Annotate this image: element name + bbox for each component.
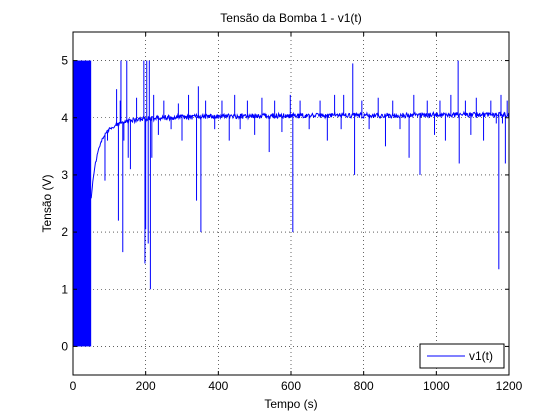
y-tick-label: 0: [61, 339, 68, 353]
chart-title: Tensão da Bomba 1 - v1(t): [220, 11, 361, 25]
legend: v1(t): [419, 343, 505, 369]
y-tick-label: 4: [61, 111, 68, 125]
y-tick-label: 2: [61, 225, 68, 239]
x-tick-label: 200: [136, 379, 156, 393]
saturated-band: [73, 60, 92, 347]
y-tick-label: 5: [61, 54, 68, 68]
y-axis-label: Tensão (V): [40, 174, 54, 232]
legend-label: v1(t): [469, 349, 493, 363]
x-tick-label: 1000: [423, 379, 450, 393]
plot-area: [73, 60, 510, 347]
x-tick-label: 1200: [496, 379, 523, 393]
x-tick-label: 600: [281, 379, 301, 393]
y-tick-label: 3: [61, 168, 68, 182]
y-tick-label: 1: [61, 282, 68, 296]
ticks: 0 200 400 600 800 1000 1200 0 1 2 3 4 5: [61, 32, 523, 393]
x-tick-label: 0: [70, 379, 77, 393]
x-tick-label: 400: [208, 379, 228, 393]
x-tick-label: 800: [354, 379, 374, 393]
x-axis-label: Tempo (s): [264, 397, 317, 411]
